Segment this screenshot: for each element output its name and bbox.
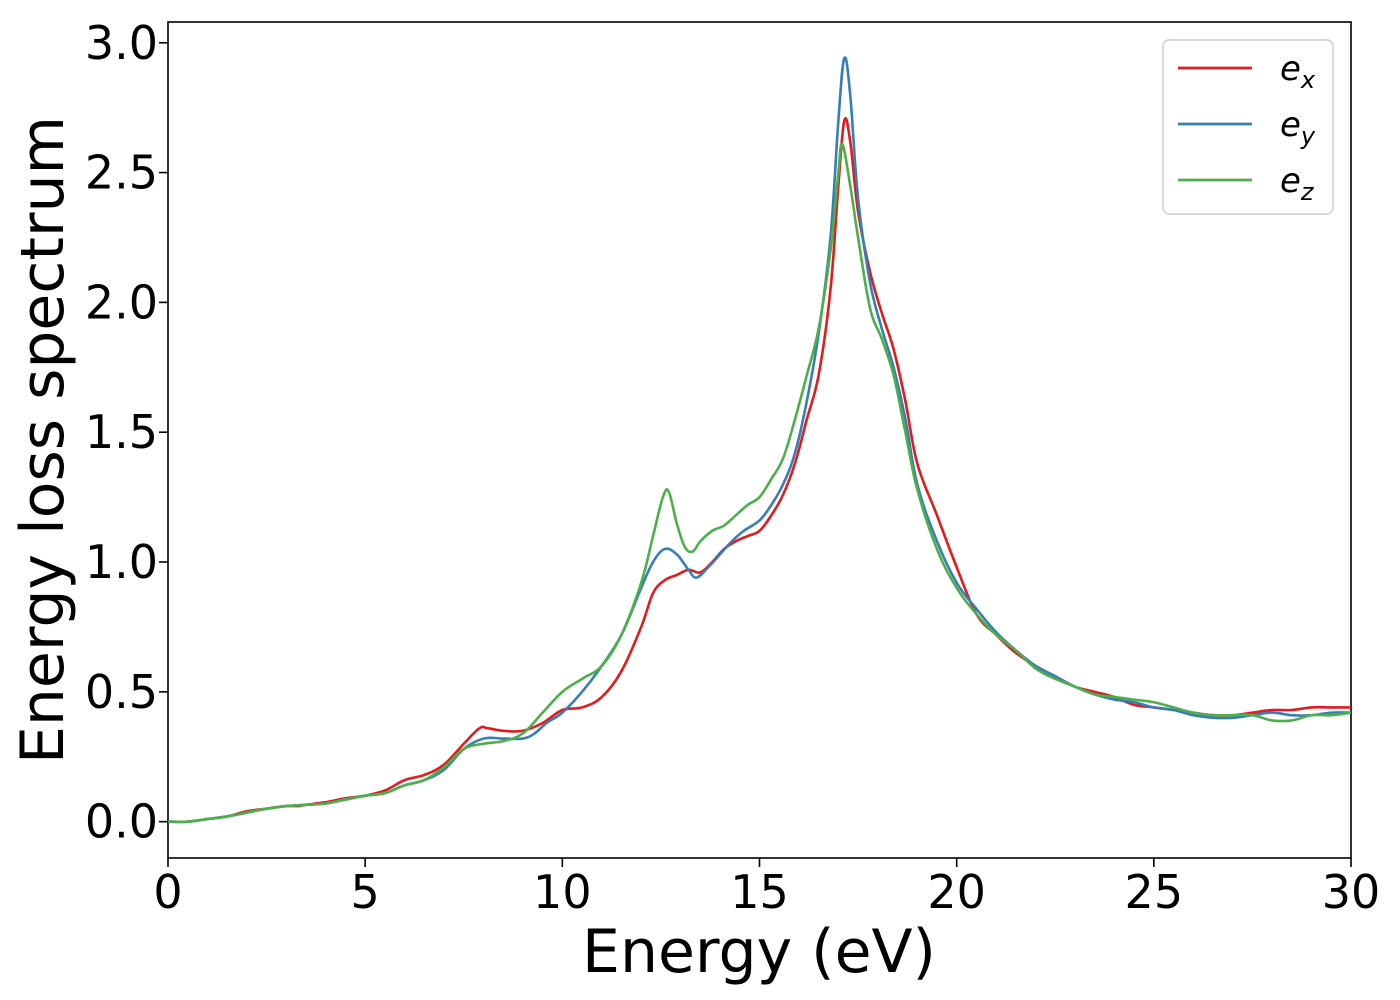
y-tick-label: 2.5 (85, 146, 158, 200)
x-tick-label: 5 (351, 865, 380, 919)
legend-label-base: e (1280, 161, 1301, 201)
y-axis-label: Energy loss spectrum (8, 116, 78, 764)
legend-label-subscript: z (1300, 178, 1315, 206)
y-tick-label: 0.0 (85, 795, 158, 849)
legend-label-y: ey (1280, 105, 1316, 150)
legend-label-subscript: y (1300, 122, 1316, 150)
series-line-x (168, 116, 1351, 824)
series-layer (168, 56, 1351, 824)
x-tick-label: 15 (730, 865, 789, 919)
legend-label-x: ex (1280, 49, 1316, 94)
legend-box (1162, 39, 1334, 215)
y-axis-ticks: 0.0 0.5 1.0 1.5 2.0 2.5 3.0 (85, 16, 168, 849)
series-line-z (168, 142, 1351, 824)
x-tick-label: 0 (153, 865, 182, 919)
legend-label-subscript: x (1300, 66, 1316, 94)
legend-label-base: e (1280, 105, 1301, 145)
x-tick-label: 30 (1322, 865, 1381, 919)
y-tick-label: 0.5 (85, 665, 158, 719)
y-tick-label: 1.0 (85, 535, 158, 589)
x-axis-label: Energy (eV) (582, 917, 936, 987)
legend-label-base: e (1280, 49, 1301, 89)
x-axis-ticks: 0 5 10 15 20 25 30 (153, 858, 1380, 919)
x-tick-label: 10 (533, 865, 592, 919)
y-tick-label: 3.0 (85, 16, 158, 70)
x-tick-label: 20 (927, 865, 986, 919)
legend-label-z: ez (1280, 161, 1315, 206)
x-tick-label: 25 (1125, 865, 1184, 919)
y-tick-label: 2.0 (85, 275, 158, 329)
y-tick-label: 1.5 (85, 405, 158, 459)
